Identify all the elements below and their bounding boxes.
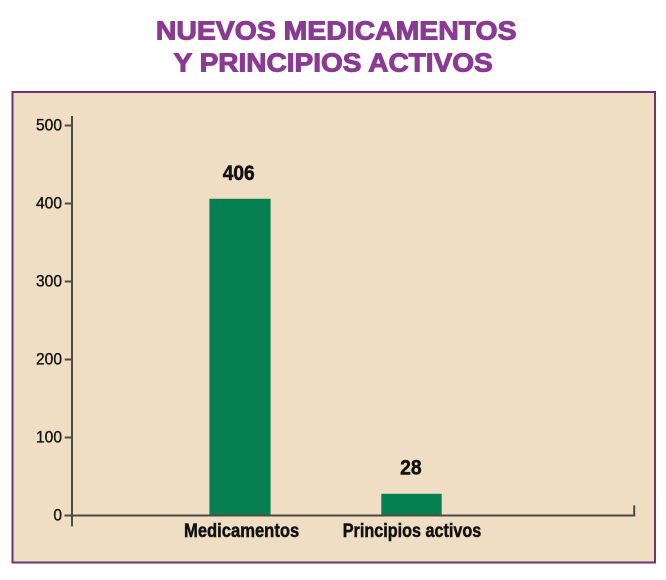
svg-text:Principios activos: Principios activos [343, 520, 482, 542]
svg-text:500: 500 [36, 116, 62, 135]
svg-text:406: 406 [223, 162, 255, 185]
svg-text:200: 200 [36, 350, 62, 369]
svg-text:400: 400 [36, 194, 62, 213]
svg-text:NUEVOS MEDICAMENTOS: NUEVOS MEDICAMENTOS [156, 15, 517, 45]
svg-text:100: 100 [36, 428, 62, 447]
svg-text:28: 28 [400, 456, 422, 480]
svg-text:300: 300 [36, 272, 62, 291]
svg-text:Medicamentos: Medicamentos [184, 520, 299, 541]
svg-text:0: 0 [53, 506, 62, 525]
svg-text:Y PRINCIPIOS ACTIVOS: Y PRINCIPIOS ACTIVOS [174, 48, 493, 77]
